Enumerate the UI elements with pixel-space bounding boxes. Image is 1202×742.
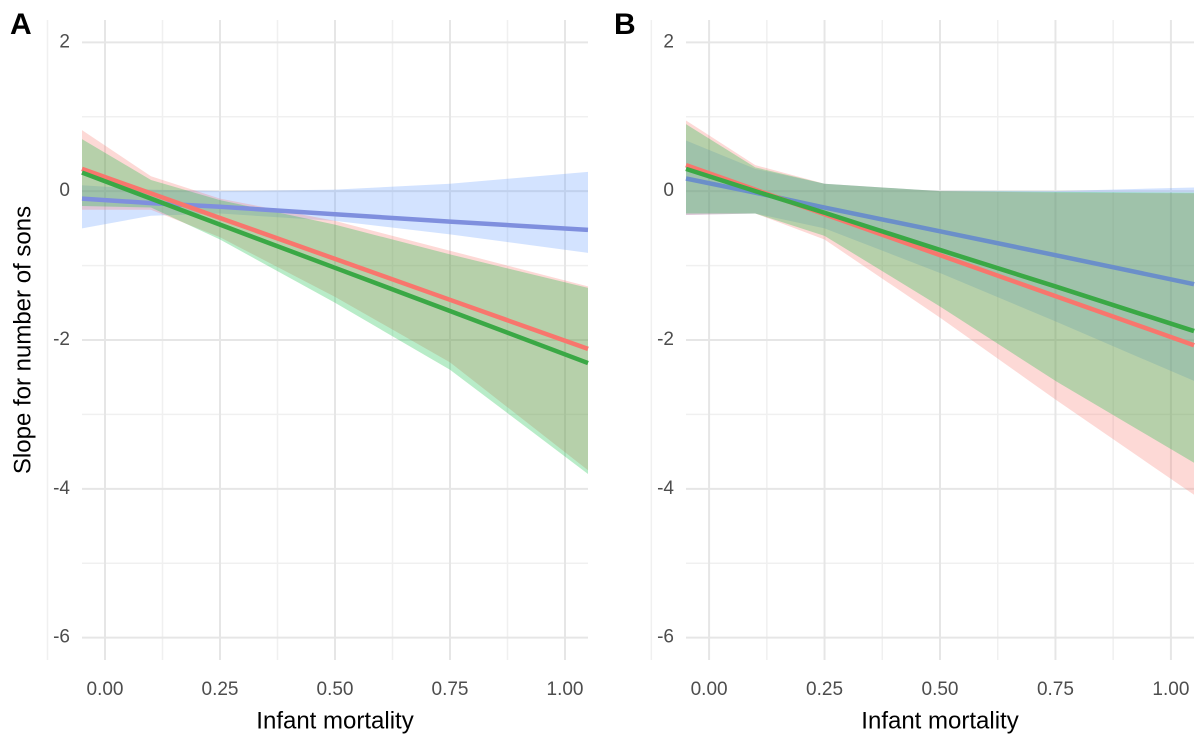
x-tick-label: 1.00 <box>1152 679 1189 700</box>
x-tick-label: 0.50 <box>317 679 354 700</box>
trend-line <box>81 170 589 366</box>
trend-line <box>81 166 589 352</box>
y-tick-label: 0 <box>663 180 674 201</box>
panel-title: A <box>10 8 32 41</box>
y-tick-label: -6 <box>657 627 674 648</box>
x-axis-label: Infant mortality <box>256 707 413 734</box>
y-tick-label: -4 <box>657 478 674 499</box>
panel: 0.00 0.25 0.50 0.75 1.00 2 0 -2 -4 -6 B Infant mort… <box>614 8 1195 734</box>
y-tick-label: -2 <box>53 329 70 350</box>
x-tick-label: 0.75 <box>432 679 469 700</box>
trend-line <box>685 176 1195 287</box>
x-tick-label: 1.00 <box>547 679 584 700</box>
y-tick-label: -6 <box>53 627 70 648</box>
confidence-band <box>686 120 1194 495</box>
y-axis-label: Slope for number of sons <box>9 206 36 474</box>
y-tick-label: 0 <box>59 180 70 201</box>
x-axis-label: Infant mortality <box>861 707 1018 734</box>
x-tick-label: 0.00 <box>87 679 124 700</box>
panel: 0.00 0.25 0.50 0.75 1.00 2 0 -2 -4 -6 A Infant mort… <box>9 8 589 734</box>
x-tick-label: 0.00 <box>691 679 728 700</box>
y-tick-label: -2 <box>657 329 674 350</box>
y-tick-label: -4 <box>53 478 70 499</box>
confidence-band <box>82 139 588 474</box>
panel-title: B <box>614 8 636 41</box>
x-tick-label: 0.25 <box>202 679 239 700</box>
x-tick-label: 0.75 <box>1037 679 1074 700</box>
x-tick-label: 0.25 <box>806 679 843 700</box>
x-tick-label: 0.50 <box>922 679 959 700</box>
trend-line <box>685 166 1195 334</box>
confidence-band <box>686 140 1194 381</box>
y-tick-label: 2 <box>663 31 674 52</box>
trend-line <box>81 196 589 233</box>
y-tick-label: 2 <box>59 31 70 52</box>
